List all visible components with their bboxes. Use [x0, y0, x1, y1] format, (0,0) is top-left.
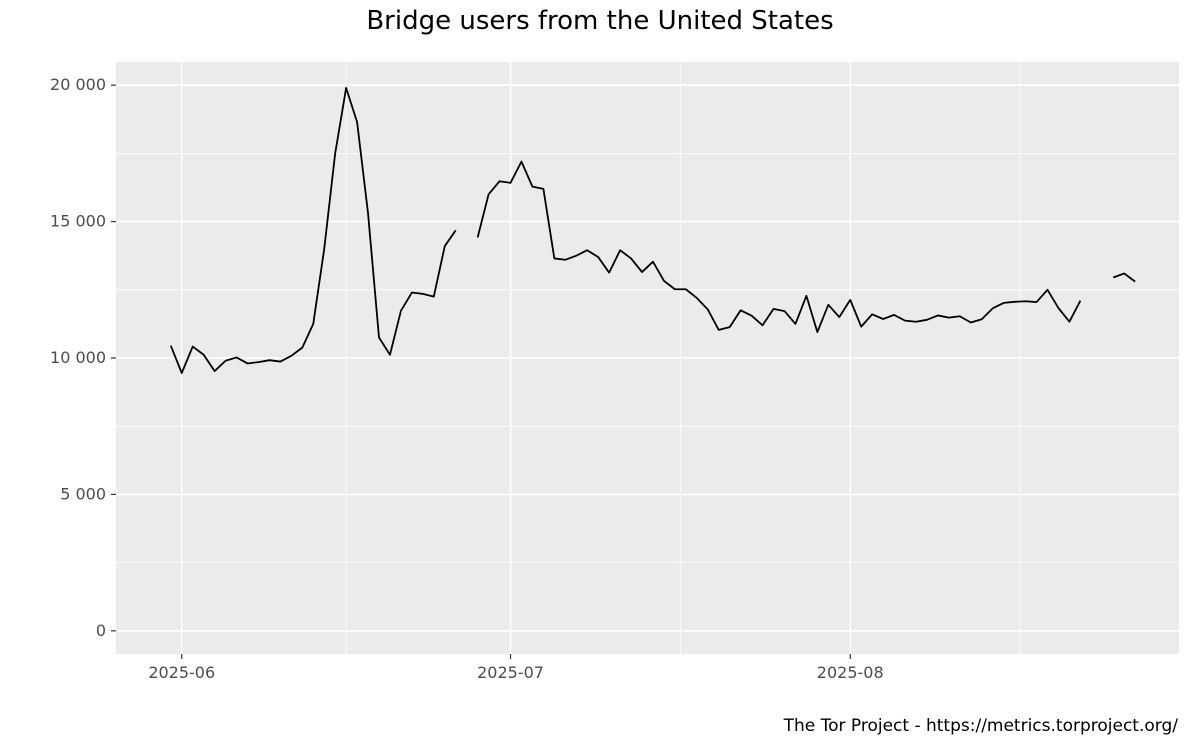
series-line-segment [169, 87, 457, 374]
source-caption: The Tor Project - https://metrics.torpro… [783, 716, 1178, 736]
chart-title: Bridge users from the United States [366, 6, 834, 36]
x-axis: 2025-06 2025-07 2025-08 [148, 654, 884, 682]
major-gridlines [116, 62, 1179, 654]
series-line-segment [1112, 272, 1136, 283]
series-line-segment [476, 160, 1082, 333]
y-tick-label: 5 000 [60, 484, 106, 503]
x-tick-label: 2025-07 [477, 663, 544, 682]
y-tick-label: 20 000 [50, 75, 106, 94]
x-tick-label: 2025-06 [148, 663, 215, 682]
y-tick-label: 10 000 [50, 348, 106, 367]
y-tick-label: 15 000 [50, 212, 106, 231]
y-axis: 0 5 000 10 000 15 000 20 000 [50, 75, 116, 640]
series-layer [169, 87, 1136, 374]
y-tick-label: 0 [96, 621, 106, 640]
x-tick-label: 2025-08 [817, 663, 884, 682]
